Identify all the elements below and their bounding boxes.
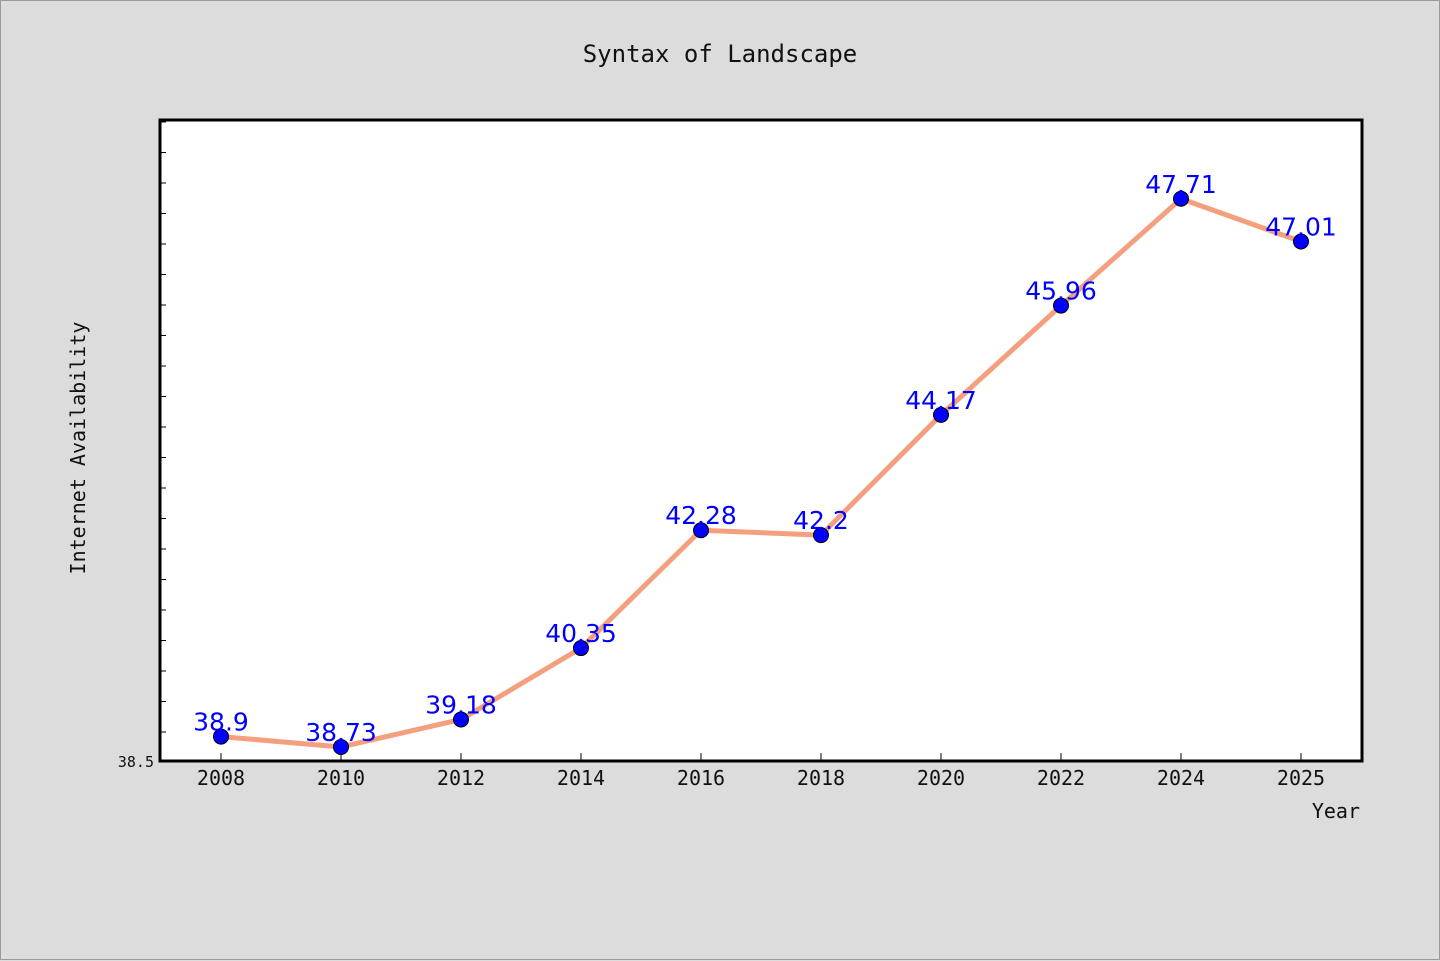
data-label: 44.17 <box>905 386 977 415</box>
data-label: 39.18 <box>425 690 497 719</box>
data-point <box>1173 190 1189 207</box>
data-label: 42.28 <box>665 501 737 530</box>
x-tick-label: 2018 <box>797 766 845 790</box>
data-labels: 38.9 38.73 39.18 40.35 42.28 42.2 44.17 45.96 47… <box>193 170 1337 747</box>
x-axis-label: Year <box>1312 799 1360 823</box>
y-axis-label: Internet Availability <box>66 322 90 575</box>
data-markers <box>213 190 1309 755</box>
data-label: 47.71 <box>1145 170 1217 199</box>
x-tick-label: 2008 <box>197 766 245 790</box>
data-label: 38.73 <box>305 718 377 747</box>
plot-area <box>158 118 1364 763</box>
y-tick-label: 38.5 <box>118 753 154 771</box>
data-label: 45.96 <box>1025 277 1097 306</box>
data-point <box>573 640 589 657</box>
x-axis-ticks: 2008 2010 2012 2014 2016 2018 2020 2022 2024 2025 <box>197 753 1325 790</box>
data-point <box>213 728 229 745</box>
x-tick-label: 2025 <box>1277 766 1325 790</box>
x-tick-label: 2022 <box>1037 766 1085 790</box>
data-point <box>1053 297 1069 314</box>
data-label: 40.35 <box>545 619 617 648</box>
data-point <box>813 527 829 544</box>
x-tick-label: 2012 <box>437 766 485 790</box>
x-tick-label: 2010 <box>317 766 365 790</box>
data-point <box>933 406 949 423</box>
data-point <box>453 711 469 728</box>
data-point <box>693 522 709 539</box>
data-label: 42.2 <box>793 506 849 535</box>
series-line-group <box>218 196 1304 750</box>
data-point <box>333 738 349 755</box>
x-tick-label: 2020 <box>917 766 965 790</box>
x-tick-label: 2024 <box>1157 766 1205 790</box>
data-label: 38.9 <box>193 708 249 737</box>
chart-title: Syntax of Landscape <box>583 40 858 68</box>
x-tick-label: 2014 <box>557 766 605 790</box>
data-label: 47.01 <box>1265 212 1337 241</box>
y-axis-ticks <box>160 121 166 733</box>
series-line <box>218 196 1304 750</box>
x-tick-label: 2016 <box>677 766 725 790</box>
data-point <box>1293 233 1309 250</box>
